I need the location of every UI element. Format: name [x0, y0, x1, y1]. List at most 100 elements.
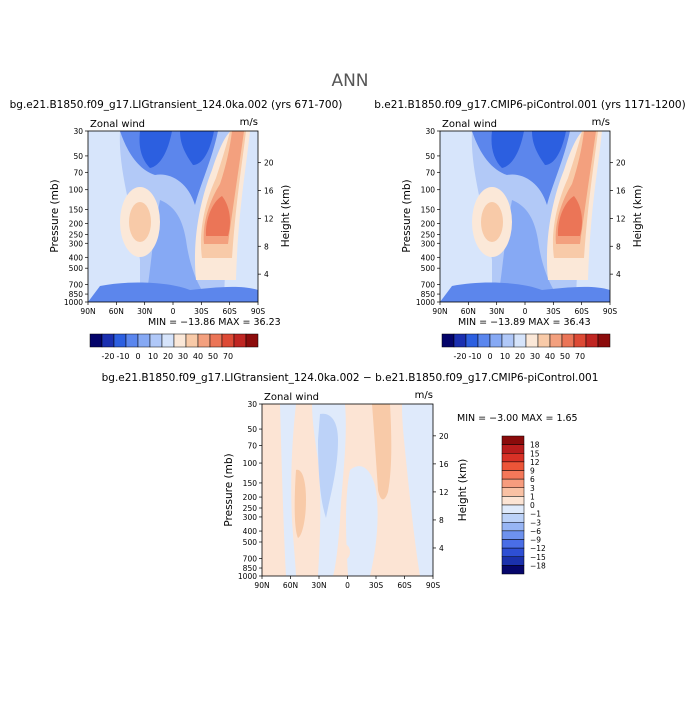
- x-tick-label: 30N: [489, 307, 504, 316]
- panel-2: b.e21.B1850.f09_g17.CMIP6-piControl.001 …: [374, 99, 685, 328]
- y-tick-label: 850: [421, 290, 436, 299]
- y-tick-label: 1000: [238, 572, 257, 581]
- panel-2-title: b.e21.B1850.f09_g17.CMIP6-piControl.001 …: [374, 99, 685, 111]
- panel-diff-negative-core-1: [318, 413, 338, 518]
- panel-2-light-north: [440, 131, 492, 302]
- colorbar-swatch: [501, 478, 525, 488]
- x-tick-label: 60S: [397, 581, 412, 590]
- colorbar-label: 12: [530, 458, 540, 467]
- colorbar-swatch: [561, 333, 575, 348]
- colorbar-swatch: [185, 333, 199, 348]
- y-tick-label: 200: [421, 220, 436, 229]
- y-tick-label: 50: [247, 425, 257, 434]
- y-tick-label: 100: [69, 186, 84, 195]
- colorbar-swatch: [501, 461, 525, 471]
- colorbar-label: 0: [530, 501, 535, 510]
- y2-tick-label: 12: [439, 488, 449, 497]
- panel-diff: bg.e21.B1850.f09_g17.LIGtransient_124.0k…: [102, 372, 599, 590]
- colorbar-swatch: [513, 333, 527, 348]
- panel-diff-positive-core-2: [372, 404, 392, 500]
- colorbar-swatch: [501, 333, 515, 348]
- panel-1-nh-jet-core: [129, 202, 151, 242]
- colorbar-swatch: [501, 435, 525, 445]
- panel-diff-title: bg.e21.B1850.f09_g17.LIGtransient_124.0k…: [102, 372, 599, 384]
- x-tick-label: 0: [345, 581, 350, 590]
- colorbar-label: −18: [530, 561, 546, 570]
- y-tick-label: 70: [73, 168, 83, 177]
- y-tick-label: 400: [243, 527, 258, 536]
- colorbar-swatch: [573, 333, 587, 348]
- panel-2-tropical-easterlies: [497, 200, 562, 302]
- colorbar-swatch: [597, 333, 611, 348]
- y-tick-label: 700: [243, 555, 258, 564]
- y2-tick-label: 4: [439, 544, 444, 553]
- panel-1-subtitle-right: m/s: [240, 117, 258, 128]
- x-tick-label: 30S: [369, 581, 384, 590]
- y-tick-label: 300: [421, 239, 436, 248]
- colorbar-swatch: [101, 333, 115, 348]
- colorbar-label: 18: [530, 441, 540, 450]
- colorbar-swatch: [501, 556, 525, 566]
- colorbar-swatch: [501, 453, 525, 463]
- colorbar-swatch: [501, 539, 525, 549]
- panel-diff-negative-band-4: [280, 404, 296, 576]
- x-tick-label: 90S: [426, 581, 441, 590]
- y-tick-label: 70: [425, 168, 435, 177]
- colorbar-label: 70: [575, 352, 585, 361]
- panel-2-surface-easterlies: [440, 282, 610, 302]
- x-tick-label: 0: [171, 307, 176, 316]
- panel-diff-subtitle-left: Zonal wind: [264, 392, 319, 403]
- colorbar-swatch: [501, 504, 525, 514]
- y-tick-label: 200: [243, 493, 258, 502]
- y-tick-label: 100: [421, 186, 436, 195]
- panel-diff-field: [262, 404, 433, 576]
- colorbar-label: 10: [500, 352, 510, 361]
- x-tick-label: 30S: [546, 307, 561, 316]
- panel-diff-stats: MIN = −3.00 MAX = 1.65: [457, 413, 578, 424]
- colorbar-label: 0: [135, 352, 140, 361]
- y-tick-label: 250: [69, 230, 84, 239]
- colorbar-label: 40: [545, 352, 555, 361]
- y-tick-label: 300: [243, 513, 258, 522]
- panel-1-field: [88, 131, 258, 302]
- y2-tick-label: 16: [264, 187, 274, 196]
- y2-tick-label: 20: [264, 159, 274, 168]
- x-tick-label: 0: [523, 307, 528, 316]
- colorbar-swatch: [453, 333, 467, 348]
- panel-diff-y2label: Height (km): [457, 459, 469, 522]
- colorbar-swatch: [501, 496, 525, 506]
- x-tick-label: 30N: [137, 307, 152, 316]
- panel-2-strat-core-a: [491, 131, 524, 168]
- panel-2-y2label: Height (km): [632, 185, 644, 248]
- colorbar-swatch: [489, 333, 503, 348]
- colorbar-swatch: [501, 522, 525, 532]
- colorbar-label: 40: [193, 352, 203, 361]
- y-tick-label: 70: [247, 442, 257, 451]
- colorbar-swatch: [465, 333, 479, 348]
- panel-diff-negative-band-3: [346, 466, 378, 576]
- panel-2-field: [440, 131, 610, 302]
- page-title: ANN: [331, 71, 368, 91]
- y-tick-label: 400: [421, 253, 436, 262]
- colorbar-label: 10: [148, 352, 158, 361]
- colorbar-panel-1: -20 -10 0 10 20 30 40 50 70: [89, 333, 259, 361]
- panel-1-y2label: Height (km): [280, 185, 292, 248]
- panel-1-subtitle-left: Zonal wind: [90, 119, 145, 130]
- panel-2-subtitle-right: m/s: [592, 117, 610, 128]
- x-tick-label: 30S: [194, 307, 209, 316]
- y-tick-label: 500: [69, 264, 84, 273]
- y-tick-label: 400: [69, 253, 84, 262]
- panel-2-subtitle-left: Zonal wind: [442, 119, 497, 130]
- colorbar-label: 1: [530, 492, 535, 501]
- y-tick-label: 1000: [64, 298, 83, 307]
- x-tick-label: 90S: [251, 307, 266, 316]
- colorbar-label: −12: [530, 544, 546, 553]
- panel-2-sh-jet-core: [557, 196, 582, 236]
- colorbar-swatch: [501, 444, 525, 454]
- colorbar-label: 3: [530, 484, 535, 493]
- y-tick-label: 150: [421, 205, 436, 214]
- y2-tick-label: 20: [616, 159, 626, 168]
